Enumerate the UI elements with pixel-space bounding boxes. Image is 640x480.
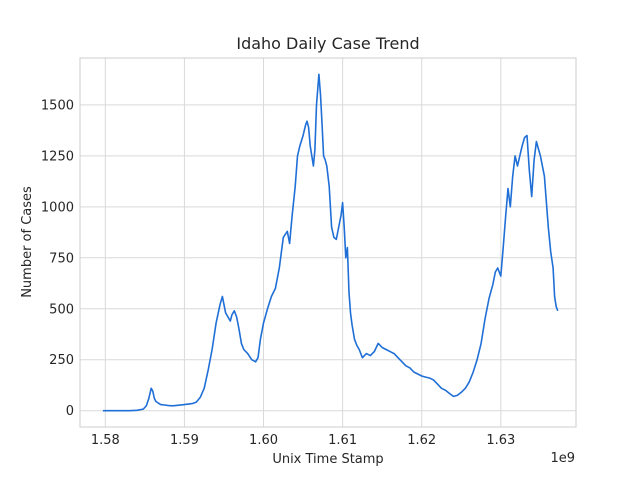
x-tick-label: 1.63 xyxy=(486,433,515,448)
y-tick-labels: 0 250 500 750 1000 1250 1500 xyxy=(41,98,74,419)
x-offset-label: 1e9 xyxy=(550,451,575,466)
x-tick-label: 1.60 xyxy=(249,433,278,448)
y-tick-label: 1000 xyxy=(41,200,74,215)
y-tick-label: 750 xyxy=(49,251,74,266)
y-tick-label: 250 xyxy=(49,353,74,368)
chart-title: Idaho Daily Case Trend xyxy=(236,34,419,53)
y-tick-label: 0 xyxy=(66,404,74,419)
y-tick-label: 500 xyxy=(49,302,74,317)
x-tick-labels: 1.58 1.59 1.60 1.61 1.62 1.63 xyxy=(91,433,515,448)
x-tick-label: 1.61 xyxy=(328,433,357,448)
y-tick-label: 1500 xyxy=(41,98,74,113)
y-axis-title: Number of Cases xyxy=(20,186,35,298)
series-line-daily-cases xyxy=(102,73,559,412)
x-tick-label: 1.62 xyxy=(407,433,436,448)
plot-area-frame xyxy=(79,57,577,428)
plot-area-background xyxy=(80,58,576,427)
x-axis-title: Unix Time Stamp xyxy=(272,452,383,467)
x-tick-label: 1.58 xyxy=(91,433,120,448)
y-tick-label: 1250 xyxy=(41,149,74,164)
grid-lines xyxy=(80,58,576,427)
x-tick-label: 1.59 xyxy=(170,433,199,448)
